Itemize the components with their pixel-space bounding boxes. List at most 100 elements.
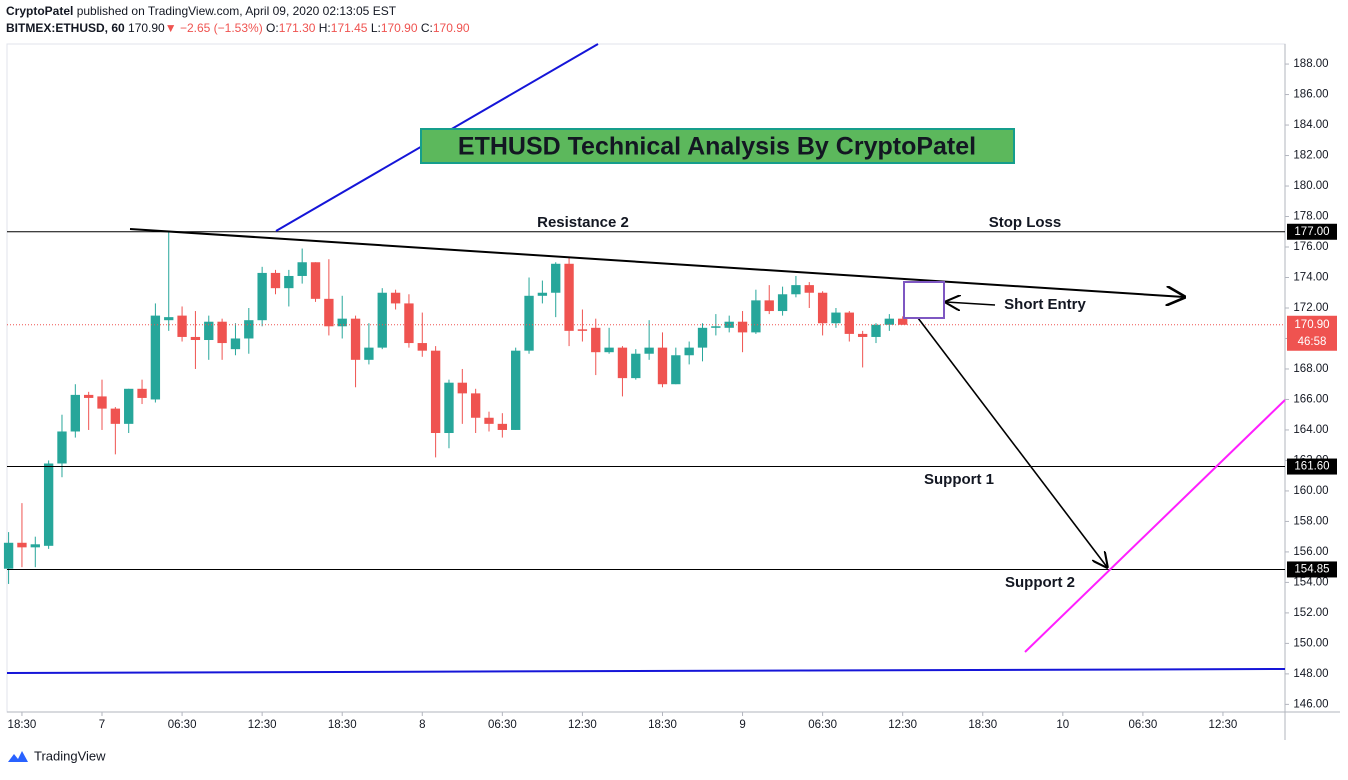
- candle-body: [751, 300, 761, 333]
- x-tick-label: 06:30: [168, 719, 197, 731]
- y-tick-label: 178.00: [1293, 211, 1328, 223]
- candle-body: [737, 321, 748, 333]
- candle-body: [724, 321, 734, 328]
- y-tick-label: 148.00: [1293, 668, 1328, 680]
- candle-body: [310, 262, 321, 299]
- y-tick-label: 184.00: [1293, 119, 1328, 131]
- candle-body: [83, 394, 94, 398]
- candle-body: [644, 347, 654, 354]
- y-tick-label: 180.00: [1293, 180, 1328, 192]
- candle-body: [3, 542, 14, 569]
- entry-arrow: [946, 302, 996, 305]
- candle-body: [777, 294, 788, 312]
- x-tick-label: 8: [419, 719, 425, 731]
- header-line-1: CryptoPatel published on TradingView.com…: [6, 4, 397, 18]
- trend-line: [1024, 399, 1286, 653]
- footer: TradingView: [8, 748, 106, 763]
- candle-body: [604, 347, 614, 353]
- candle-body: [244, 320, 254, 339]
- candle-body: [697, 327, 708, 348]
- open: 171.30: [279, 21, 316, 35]
- y-tick-label: 182.00: [1293, 150, 1328, 162]
- h-label: H:: [319, 21, 331, 35]
- candle-body: [177, 315, 187, 337]
- candle-body: [390, 292, 401, 304]
- candle-body: [804, 285, 814, 293]
- level-label: 177.00: [1294, 226, 1329, 238]
- direction: ▼: [165, 21, 177, 35]
- x-tick-label: 10: [1056, 719, 1069, 731]
- candle-body: [43, 463, 54, 546]
- y-tick-label: 150.00: [1293, 637, 1328, 649]
- candle-body: [404, 303, 414, 344]
- candle-body: [150, 315, 161, 400]
- candle-body: [577, 329, 588, 331]
- candle-body: [711, 326, 721, 328]
- candle-body: [831, 312, 841, 324]
- candle-body: [871, 324, 881, 337]
- y-tick-label: 166.00: [1293, 393, 1328, 405]
- y-tick-label: 158.00: [1293, 515, 1328, 527]
- drawings: ETHUSD Technical Analysis By CryptoPatel…: [6, 43, 1286, 674]
- candle-body: [257, 272, 267, 321]
- published: published on TradingView.com, April 09, …: [77, 4, 397, 18]
- candle-body: [430, 350, 441, 434]
- candle-body: [324, 298, 334, 327]
- annotation: Support 2: [1005, 574, 1075, 591]
- o-label: O:: [266, 21, 279, 35]
- level-label-box: [1287, 223, 1337, 240]
- resistance-line: [129, 228, 1184, 297]
- symbol: BITMEX:ETHUSD, 60: [6, 21, 125, 35]
- x-tick-label: 9: [739, 719, 745, 731]
- x-tick-label: 06:30: [1128, 719, 1157, 731]
- y-tick-label: 176.00: [1293, 241, 1328, 253]
- x-tick-label: 18:30: [968, 719, 997, 731]
- candle-body: [631, 353, 641, 379]
- annotation: Resistance 2: [537, 214, 629, 231]
- x-tick-label: 12:30: [568, 719, 597, 731]
- x-tick-label: 18:30: [648, 719, 677, 731]
- close: 170.90: [433, 21, 470, 35]
- candle-body: [350, 318, 361, 360]
- candle-body: [337, 318, 347, 327]
- candle-body: [70, 394, 80, 432]
- y-tick-label: 146.00: [1293, 698, 1328, 710]
- y-tick-label: 164.00: [1293, 424, 1328, 436]
- candle-body: [110, 408, 121, 424]
- candle-body: [537, 292, 548, 296]
- logo: [8, 751, 28, 762]
- y-tick-label: 188.00: [1293, 58, 1328, 70]
- candle-body: [657, 347, 668, 385]
- candle-body: [57, 431, 67, 464]
- candle-body: [764, 300, 774, 312]
- candle-body: [564, 263, 574, 331]
- candle-body: [164, 317, 174, 321]
- candle-body: [284, 275, 294, 289]
- level-label-box: [1287, 561, 1337, 578]
- candle-body: [671, 355, 681, 385]
- target-arrow: [917, 317, 1107, 567]
- candle-body: [30, 544, 40, 548]
- header-line-2: BITMEX:ETHUSD, 60 170.90▼ −2.65 (−1.53%)…: [6, 21, 470, 35]
- x-tick-label: 06:30: [808, 719, 837, 731]
- x-tick-label: 12:30: [248, 719, 277, 731]
- x-tick-label: 06:30: [488, 719, 517, 731]
- level-label: 161.60: [1294, 461, 1329, 473]
- trend-line: [6, 668, 1286, 674]
- candle-body: [377, 292, 387, 348]
- x-tick-label: 7: [99, 719, 105, 731]
- candle-body: [844, 312, 854, 334]
- candle-body: [270, 272, 281, 289]
- annotation: Stop Loss: [989, 214, 1062, 231]
- y-tick-label: 154.00: [1293, 576, 1328, 588]
- y-tick-label: 152.00: [1293, 607, 1328, 619]
- level-label: 154.85: [1294, 563, 1329, 575]
- candle-body: [190, 336, 201, 341]
- candle-body: [97, 396, 107, 409]
- l-label: L:: [371, 21, 381, 35]
- level-label-box: [1287, 458, 1337, 475]
- chart-title: ETHUSD Technical Analysis By CryptoPatel: [458, 133, 976, 161]
- countdown: 46:58: [1298, 336, 1327, 348]
